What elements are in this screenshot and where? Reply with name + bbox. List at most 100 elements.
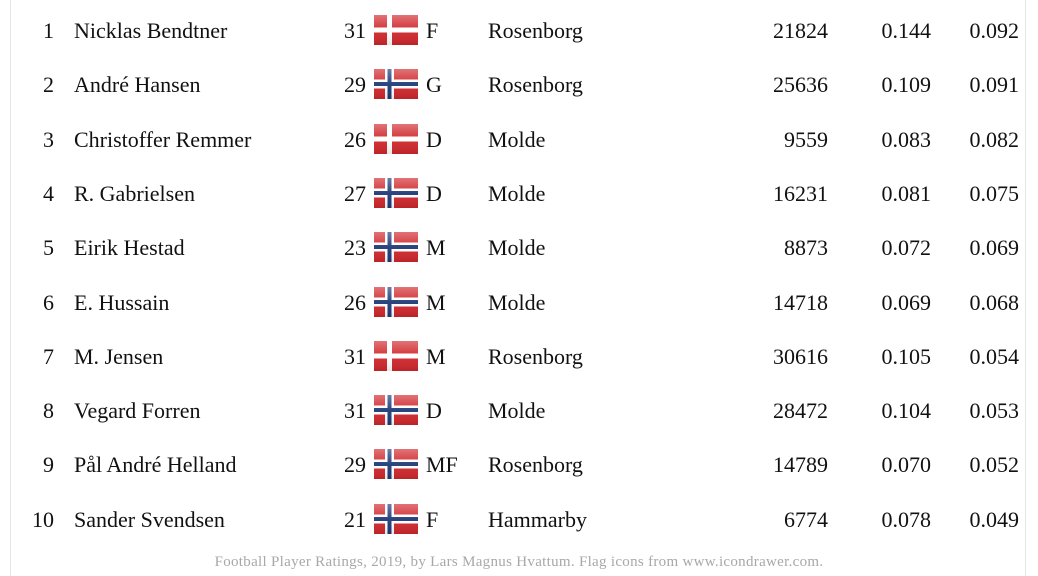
flag-icon — [374, 123, 418, 154]
rating: 0.104 — [881, 398, 932, 424]
table-row: 5 Eirik Hestad 23 M Molde 8873 0.072 0.069 — [0, 227, 1038, 267]
age: 31 — [344, 398, 366, 424]
rating: 0.078 — [881, 506, 932, 532]
flag-icon — [374, 232, 418, 263]
footer: Football Player Ratings, 2019, by Lars M… — [214, 554, 824, 570]
player-name: M. Jensen — [74, 343, 164, 369]
club: Rosenborg — [488, 72, 583, 98]
age: 31 — [344, 18, 366, 43]
rank: 3 — [43, 126, 54, 152]
player-name: R. Gabrielsen — [74, 180, 195, 206]
flag-icon — [374, 449, 418, 480]
club: Molde — [488, 398, 546, 424]
player-name: E. Hussain — [74, 289, 170, 315]
rating: 0.109 — [881, 72, 932, 98]
rating-per-game: 0.092 — [969, 18, 1020, 43]
club: Molde — [488, 289, 546, 315]
club: Molde — [488, 235, 546, 261]
rating: 0.081 — [881, 180, 932, 206]
age: 31 — [344, 343, 366, 369]
player-name: André Hansen — [74, 72, 201, 98]
rating: 0.083 — [881, 126, 932, 152]
table-row: 1 Nicklas Bendtner 31 F Rosenborg 21824 0.144 0… — [0, 10, 1038, 50]
flag-icon — [374, 286, 418, 317]
flag-icon — [374, 340, 418, 371]
rating: 0.069 — [881, 289, 932, 315]
table-row: 4 R. Gabrielsen 27 D Molde 16231 0.081 0.075 — [0, 173, 1038, 213]
rating-per-game: 0.052 — [969, 452, 1020, 478]
club: Molde — [488, 180, 546, 206]
table-row: 3 Christoffer Remmer 26 D Molde 9559 0.083 0.08… — [0, 119, 1038, 159]
frame — [10, 0, 1026, 576]
minutes: 28472 — [773, 398, 828, 424]
rating: 0.105 — [881, 343, 932, 369]
rating-per-game: 0.075 — [969, 180, 1020, 206]
rank: 7 — [43, 343, 54, 369]
rank: 5 — [43, 235, 54, 261]
rank: 6 — [43, 289, 54, 315]
flag-icon — [374, 395, 418, 426]
club: Rosenborg — [488, 18, 583, 43]
position: D — [426, 398, 442, 424]
position: D — [426, 126, 442, 152]
table-row: 8 Vegard Forren 31 D Molde 28472 0.104 0.053 — [0, 390, 1038, 430]
player-name: Sander Svendsen — [74, 506, 225, 532]
position: G — [426, 72, 442, 98]
flag-icon — [374, 503, 418, 534]
rating-per-game: 0.053 — [969, 398, 1020, 424]
club: Rosenborg — [488, 452, 583, 478]
club: Molde — [488, 126, 546, 152]
player-name: Pål André Helland — [74, 452, 237, 478]
flag-icon — [374, 15, 418, 45]
minutes: 14789 — [773, 452, 828, 478]
age: 21 — [344, 506, 366, 532]
rating-per-game: 0.082 — [969, 126, 1020, 152]
table-row: 2 André Hansen 29 G Rosenborg 25636 0.109 0.091 — [0, 64, 1038, 104]
club: Hammarby — [488, 506, 587, 532]
player-name: Nicklas Bendtner — [74, 18, 228, 43]
rank: 10 — [32, 506, 54, 532]
flag-icon — [374, 69, 418, 100]
age: 29 — [344, 72, 366, 98]
flag-icon — [374, 177, 418, 208]
minutes: 21824 — [773, 18, 828, 43]
rating: 0.072 — [881, 235, 932, 261]
position: F — [426, 506, 439, 532]
age: 26 — [344, 126, 366, 152]
rating-per-game: 0.069 — [969, 235, 1020, 261]
rank: 2 — [43, 72, 54, 98]
minutes: 9559 — [784, 126, 828, 152]
rating-per-game: 0.068 — [969, 289, 1020, 315]
rating-per-game: 0.091 — [969, 72, 1020, 98]
rank: 9 — [43, 452, 54, 478]
minutes: 14718 — [773, 289, 828, 315]
position: M — [426, 235, 446, 261]
player-name: Christoffer Remmer — [74, 126, 252, 152]
position: D — [426, 180, 442, 206]
position: MF — [426, 452, 458, 478]
position: F — [426, 18, 439, 43]
rank: 8 — [43, 398, 54, 424]
table-row: 10 Sander Svendsen 21 F Hammarby 6774 0.078 0.0… — [0, 499, 1038, 539]
minutes: 30616 — [773, 343, 828, 369]
club: Rosenborg — [488, 343, 583, 369]
minutes: 16231 — [773, 180, 828, 206]
minutes: 8873 — [784, 235, 828, 261]
age: 27 — [344, 180, 366, 206]
age: 26 — [344, 289, 366, 315]
rank: 1 — [43, 18, 54, 43]
player-name: Eirik Hestad — [74, 235, 185, 261]
rating-per-game: 0.054 — [969, 343, 1020, 369]
age: 29 — [344, 452, 366, 478]
minutes: 25636 — [773, 72, 828, 98]
player-name: Vegard Forren — [74, 398, 201, 424]
rating: 0.144 — [881, 18, 932, 43]
table-row: 7 M. Jensen 31 M Rosenborg 30616 0.105 0.054 — [0, 336, 1038, 376]
minutes: 6774 — [784, 506, 828, 532]
rating: 0.070 — [881, 452, 932, 478]
position: M — [426, 343, 446, 369]
table-row: 6 E. Hussain 26 M Molde 14718 0.069 0.068 — [0, 282, 1038, 322]
position: M — [426, 289, 446, 315]
age: 23 — [344, 235, 366, 261]
